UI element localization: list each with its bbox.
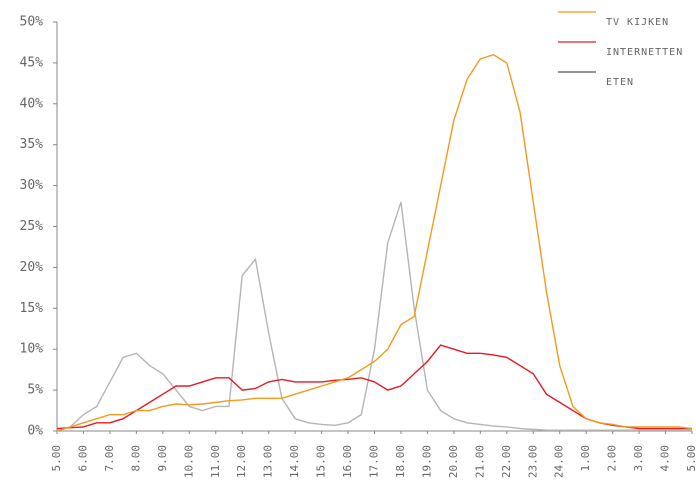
x-tick-label: 18.00 xyxy=(394,445,407,478)
x-tick-label: 15.00 xyxy=(315,445,328,478)
y-tick-label: 40% xyxy=(20,96,44,111)
y-tick-label: 5% xyxy=(27,383,43,398)
x-tick-label: 1.00 xyxy=(579,445,592,472)
x-tick-label: 8.00 xyxy=(129,445,142,472)
x-tick-label: 17.00 xyxy=(368,445,381,478)
series-line xyxy=(56,344,692,430)
x-tick-label: 10.00 xyxy=(182,445,195,478)
x-tick-label: 6.00 xyxy=(76,445,89,472)
x-tick-label: 5.00 xyxy=(685,445,696,472)
y-tick-label: 45% xyxy=(20,55,44,70)
x-tick-label: 16.00 xyxy=(341,445,354,478)
y-tick-label: 30% xyxy=(20,178,44,193)
x-tick-label: 4.00 xyxy=(659,445,672,472)
x-tick-label: 14.00 xyxy=(288,445,301,478)
x-tick-label: 3.00 xyxy=(632,445,645,472)
legend-label: TV KIJKEN xyxy=(606,17,669,28)
x-tick-label: 5.00 xyxy=(50,445,63,472)
y-tick-label: 25% xyxy=(20,219,44,234)
y-tick-label: 35% xyxy=(20,137,44,152)
x-tick-label: 13.00 xyxy=(262,445,275,478)
y-tick-label: 20% xyxy=(20,260,44,275)
series-line xyxy=(56,53,693,432)
x-tick-label: 23.00 xyxy=(526,445,539,478)
legend-label: ETEN xyxy=(606,77,634,88)
x-tick-label: 11.00 xyxy=(209,445,222,478)
x-tick-label: 12.00 xyxy=(235,445,248,478)
x-tick-label: 2.00 xyxy=(606,445,619,472)
x-tick-label: 19.00 xyxy=(420,445,433,478)
x-tick-label: 9.00 xyxy=(156,445,169,472)
y-tick-label: 10% xyxy=(20,342,44,357)
legend-label: INTERNETTEN xyxy=(606,47,683,58)
y-tick-label: 15% xyxy=(20,301,44,316)
x-tick-label: 21.00 xyxy=(473,445,486,478)
series-line xyxy=(56,201,692,432)
x-tick-label: 20.00 xyxy=(447,445,460,478)
x-tick-label: 7.00 xyxy=(103,445,116,472)
x-tick-label: 22.00 xyxy=(500,445,513,478)
y-tick-label: 50% xyxy=(20,15,44,30)
x-tick-label: 24.00 xyxy=(553,445,566,478)
y-tick-label: 0% xyxy=(27,424,43,439)
